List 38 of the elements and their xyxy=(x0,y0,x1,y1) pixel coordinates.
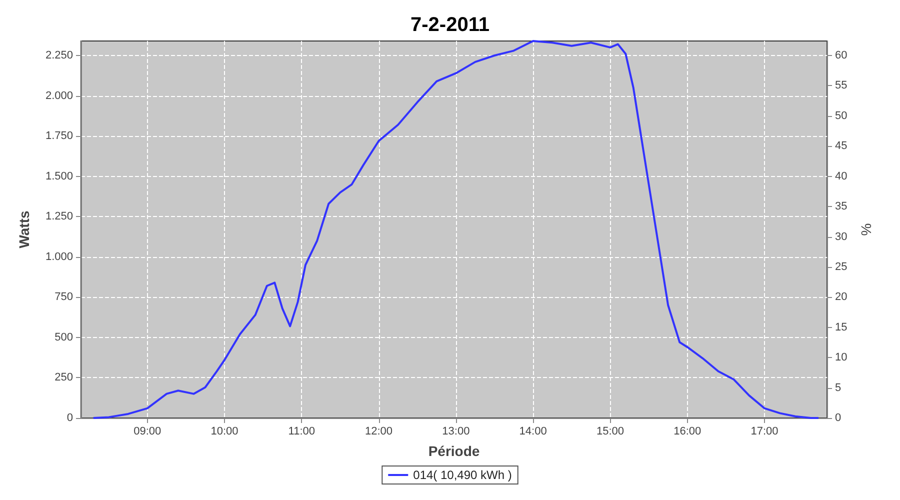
y2-tick-label: 55 xyxy=(835,80,848,92)
legend-label: 014( 10,490 kWh ) xyxy=(413,468,512,482)
y2-tick-label: 60 xyxy=(835,50,848,62)
x-tick-label: 12:00 xyxy=(365,426,393,438)
x-tick-label: 17:00 xyxy=(750,426,778,438)
x-tick-label: 11:00 xyxy=(288,426,315,438)
y2-tick-label: 25 xyxy=(835,260,848,273)
y-tick-label: 2.000 xyxy=(45,90,73,102)
y2-tick-label: 0 xyxy=(835,412,842,424)
y2-tick-label: 20 xyxy=(835,291,848,304)
y2-tick-label: 50 xyxy=(835,110,848,122)
y-tick-label: 1.250 xyxy=(45,210,73,223)
y2-tick-label: 45 xyxy=(835,140,848,152)
y2-tick-label: 40 xyxy=(835,170,848,182)
y-tick-label: 250 xyxy=(54,372,73,384)
y2-tick-label: 35 xyxy=(835,200,848,213)
x-tick-label: 16:00 xyxy=(674,426,702,438)
x-tick-label: 15:00 xyxy=(596,426,624,438)
y-tick-label: 1.000 xyxy=(45,250,73,263)
y-tick-label: 750 xyxy=(54,291,73,304)
y-tick-label: 500 xyxy=(54,331,73,344)
x-tick-label: 13:00 xyxy=(442,426,470,438)
y2-axis-title: % xyxy=(858,223,874,236)
x-axis-title: Période xyxy=(428,443,480,459)
y-tick-label: 2.250 xyxy=(45,50,73,62)
x-tick-label: 10:00 xyxy=(210,426,238,438)
y-axis-title: Watts xyxy=(16,210,32,248)
y2-tick-label: 5 xyxy=(835,382,842,394)
y2-tick-label: 30 xyxy=(835,230,848,243)
x-tick-label: 09:00 xyxy=(134,426,162,438)
y2-tick-label: 10 xyxy=(835,352,848,364)
y-tick-label: 0 xyxy=(66,412,73,424)
x-tick-label: 14:00 xyxy=(519,426,547,438)
line-series xyxy=(92,40,820,419)
y-tick-label: 1.750 xyxy=(45,130,73,142)
y-tick-label: 1.500 xyxy=(45,170,73,182)
y2-tick-label: 15 xyxy=(835,321,848,334)
chart-title: 7-2-2011 xyxy=(410,14,490,36)
